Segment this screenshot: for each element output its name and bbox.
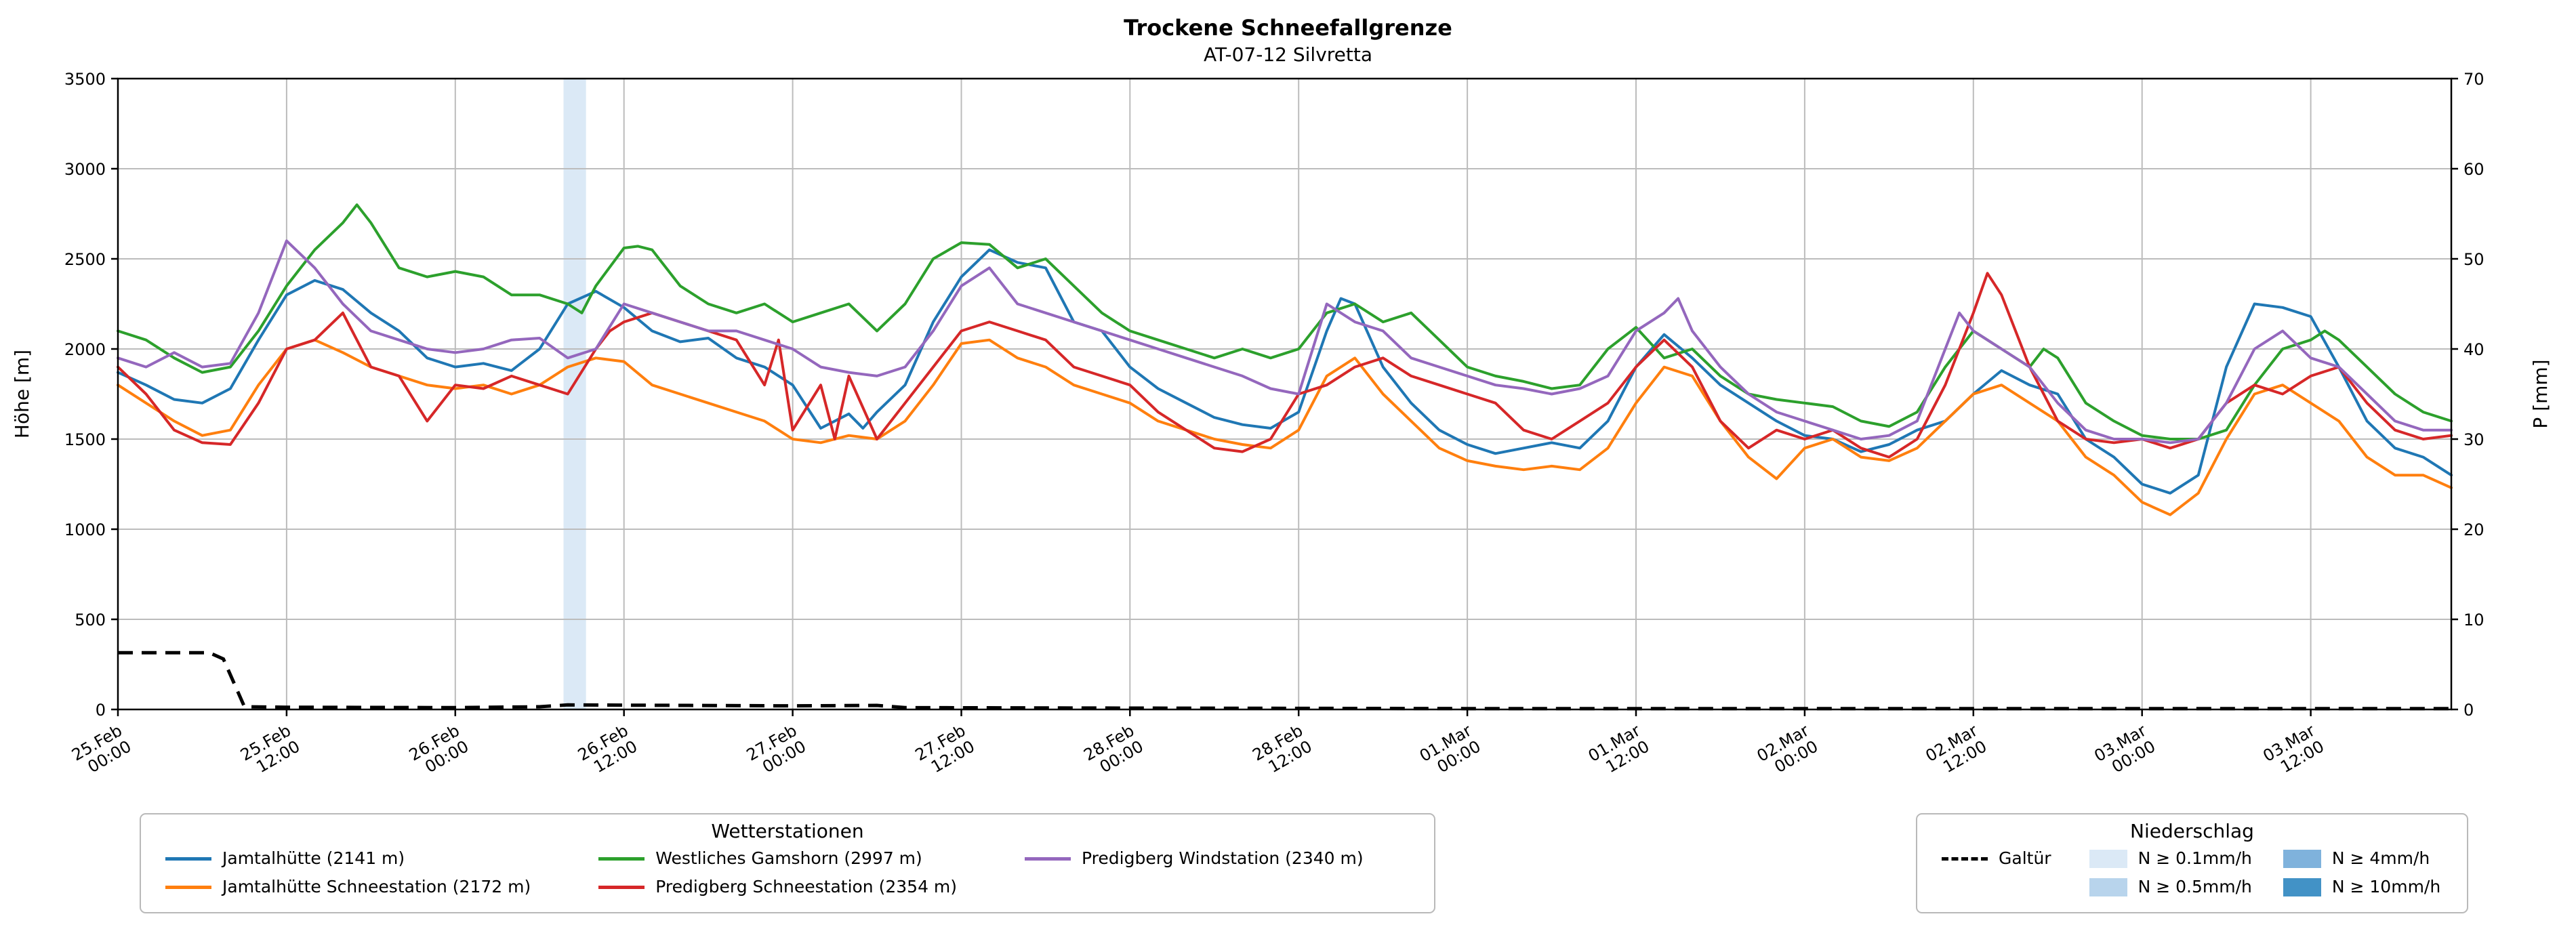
precip-patch-label: N ≥ 0.5mm/h xyxy=(2138,877,2252,896)
legend-line-sample-jamtalhuette xyxy=(165,856,211,861)
x-tick-label: 01.Mar00:00 xyxy=(1416,721,1484,781)
x-tick-label: 25.Feb12:00 xyxy=(237,721,303,781)
chart-subtitle: AT-07-12 Silvretta xyxy=(1203,43,1373,66)
precip-patches: N ≥ 0.1mm/h N ≥ 0.5mm/h N ≥ 4mm/h N ≥ 10mm/… xyxy=(2089,847,2440,899)
y-right-tick-label: 60 xyxy=(2463,160,2485,179)
y-right-tick-label: 50 xyxy=(2463,250,2485,269)
legend-wetterstationen: Wetterstationen Jamtalhütte (2141 m) Jamt… xyxy=(140,813,1435,913)
y-left-tick-label: 500 xyxy=(75,611,106,629)
precip-patch-label: N ≥ 4mm/h xyxy=(2331,848,2430,868)
legend-line-sample-jamtalhuette-schneestation xyxy=(165,885,211,889)
galtuer-dashed-line-sample xyxy=(1942,856,1988,861)
legend-entry-precip-3: N ≥ 10mm/h xyxy=(2283,875,2440,899)
series-line-jamtalhuette xyxy=(117,248,2453,495)
galtuer-label: Galtür xyxy=(1999,848,2051,868)
legend-entry-precip-1: N ≥ 0.5mm/h xyxy=(2089,875,2252,899)
y-left-tick-label: 3500 xyxy=(64,70,106,89)
legend-niederschlag-title: Niederschlag xyxy=(2130,820,2254,842)
y-right-tick-label: 30 xyxy=(2463,430,2485,449)
precip-patch-swatch xyxy=(2089,878,2127,896)
legend-entry-predigberg-windstation: Predigberg Windstation (2340 m) xyxy=(1025,847,1364,870)
legend-entry-predigberg-schneestation: Predigberg Schneestation (2354 m) xyxy=(598,875,957,899)
y-right-tick-label: 40 xyxy=(2463,340,2485,359)
y-left-tick-label: 0 xyxy=(96,701,106,720)
series-line-westliches-gamshorn xyxy=(117,203,2453,440)
series-line-predigberg-windstation xyxy=(117,239,2453,445)
y-left-tick-label: 2000 xyxy=(64,340,106,359)
x-tick-label: 02.Mar12:00 xyxy=(1923,721,1990,781)
y-left-axis-label: Höhe [m] xyxy=(11,350,33,438)
plot-border xyxy=(117,77,2453,711)
legend-entry-galtuer: Galtür xyxy=(1942,847,2051,870)
legend-entry-label: Jamtalhütte (2141 m) xyxy=(222,848,405,868)
precip-patch-swatch xyxy=(2089,849,2127,868)
y-left-tick-label: 2500 xyxy=(64,250,106,269)
legend-entry-precip-2: N ≥ 4mm/h xyxy=(2283,847,2440,870)
chart-title: Trockene Schneefallgrenze xyxy=(1124,15,1452,41)
chart-svg: 25.Feb00:00 25.Feb12:00 26.Feb00:00 26.Feb1… xyxy=(11,70,2552,781)
x-tick-label: 02.Mar00:00 xyxy=(1754,721,1822,781)
legend-wetterstationen-entries: Jamtalhütte (2141 m) Jamtalhütte Schneest… xyxy=(165,847,1410,899)
legend-entry-label: Predigberg Schneestation (2354 m) xyxy=(655,877,958,896)
legend-entry-westliches-gamshorn: Westliches Gamshorn (2997 m) xyxy=(598,847,957,870)
y-right-tick-label: 10 xyxy=(2463,611,2485,629)
x-tick-label: 26.Feb00:00 xyxy=(406,721,472,781)
y-right-tick-label: 20 xyxy=(2463,520,2485,539)
legend-entry-precip-0: N ≥ 0.1mm/h xyxy=(2089,847,2252,870)
legend-line-sample-westliches-gamshorn xyxy=(598,856,645,861)
x-tick-label: 28.Feb00:00 xyxy=(1080,721,1146,781)
x-tick-label: 27.Feb00:00 xyxy=(743,721,809,781)
precip-patch-swatch xyxy=(2283,849,2321,868)
y-right-axis-label: P [mm] xyxy=(2529,359,2552,428)
x-tick-label: 26.Feb12:00 xyxy=(575,721,640,781)
series-line-galtuer xyxy=(118,651,2451,711)
legend-entry-label: Predigberg Windstation (2340 m) xyxy=(1082,848,1364,868)
series-line-predigberg-schneestation xyxy=(117,272,2453,459)
legend-entry-label: Westliches Gamshorn (2997 m) xyxy=(655,848,922,868)
x-tick-label: 01.Mar12:00 xyxy=(1585,721,1653,781)
x-tick-label: 25.Feb00:00 xyxy=(68,721,134,781)
x-tick-label: 28.Feb12:00 xyxy=(1249,721,1315,781)
x-tick-label: 03.Mar00:00 xyxy=(2091,721,2159,781)
legend-entry-jamtalhuette-schneestation: Jamtalhütte Schneestation (2172 m) xyxy=(165,875,531,899)
legend-wetterstationen-title: Wetterstationen xyxy=(711,820,864,842)
legend-niederschlag: Niederschlag Galtür N ≥ 0.1mm/h N ≥ 0.5mm… xyxy=(1916,813,2468,913)
legend-niederschlag-entries: Galtür N ≥ 0.1mm/h N ≥ 0.5mm/h N ≥ 4mm/h N … xyxy=(1942,847,2442,899)
y-right-tick-label: 0 xyxy=(2463,701,2474,720)
y-right-tick-label: 70 xyxy=(2463,70,2485,89)
precip-patch-label: N ≥ 0.1mm/h xyxy=(2138,848,2252,868)
precip-patch-swatch xyxy=(2283,878,2321,896)
y-left-tick-label: 3000 xyxy=(64,160,106,179)
y-left-tick-label: 1500 xyxy=(64,430,106,449)
series-line-jamtalhuette-schneestation xyxy=(117,338,2453,516)
y-left-tick-label: 1000 xyxy=(64,520,106,539)
legend-line-sample-predigberg-windstation xyxy=(1025,856,1071,861)
precip-patch-label: N ≥ 10mm/h xyxy=(2331,877,2441,896)
legend-entry-jamtalhuette: Jamtalhütte (2141 m) xyxy=(165,847,531,870)
x-tick-label: 03.Mar12:00 xyxy=(2260,721,2327,781)
legend-entry-label: Jamtalhütte Schneestation (2172 m) xyxy=(222,877,531,896)
x-tick-label: 27.Feb12:00 xyxy=(912,721,978,781)
legend-line-sample-predigberg-schneestation xyxy=(598,885,645,889)
